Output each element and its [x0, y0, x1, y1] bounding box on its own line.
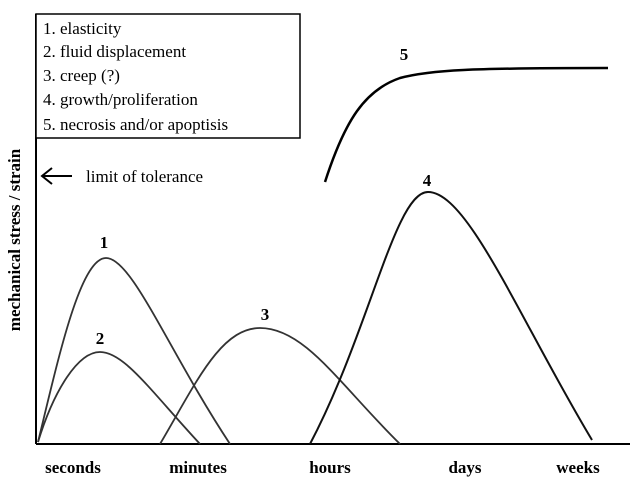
curve-3-creep	[159, 327, 401, 445]
curve-2-fluid-displacement	[37, 351, 201, 445]
limit-arrow-icon	[40, 167, 72, 185]
legend-item-5: 5. necrosis and/or apoptisis	[43, 115, 228, 134]
curve-label-3: 3	[261, 305, 270, 324]
limit-of-tolerance-label: limit of tolerance	[86, 167, 203, 186]
curve-label-2: 2	[96, 329, 105, 348]
curve-1-elasticity	[37, 257, 231, 445]
legend-item-2: 2. fluid displacement	[43, 42, 186, 61]
curve-5-necrosis-apoptosis	[323, 66, 609, 183]
x-tick-minutes: minutes	[169, 458, 227, 477]
legend-box	[35, 13, 301, 139]
curve-4-growth-proliferation	[309, 190, 593, 445]
x-tick-seconds: seconds	[45, 458, 101, 477]
legend-item-1: 1. elasticity	[43, 19, 122, 38]
curve-label-4: 4	[423, 171, 432, 190]
x-tick-weeks: weeks	[556, 458, 600, 477]
legend-item-3: 3. creep (?)	[43, 66, 120, 85]
x-tick-days: days	[448, 458, 481, 477]
legend-item-4: 4. growth/proliferation	[43, 90, 198, 109]
curve-label-1: 1	[100, 233, 109, 252]
x-tick-hours: hours	[309, 458, 351, 477]
y-axis-label: mechanical stress / strain	[5, 148, 24, 331]
curve-label-5: 5	[400, 45, 409, 64]
